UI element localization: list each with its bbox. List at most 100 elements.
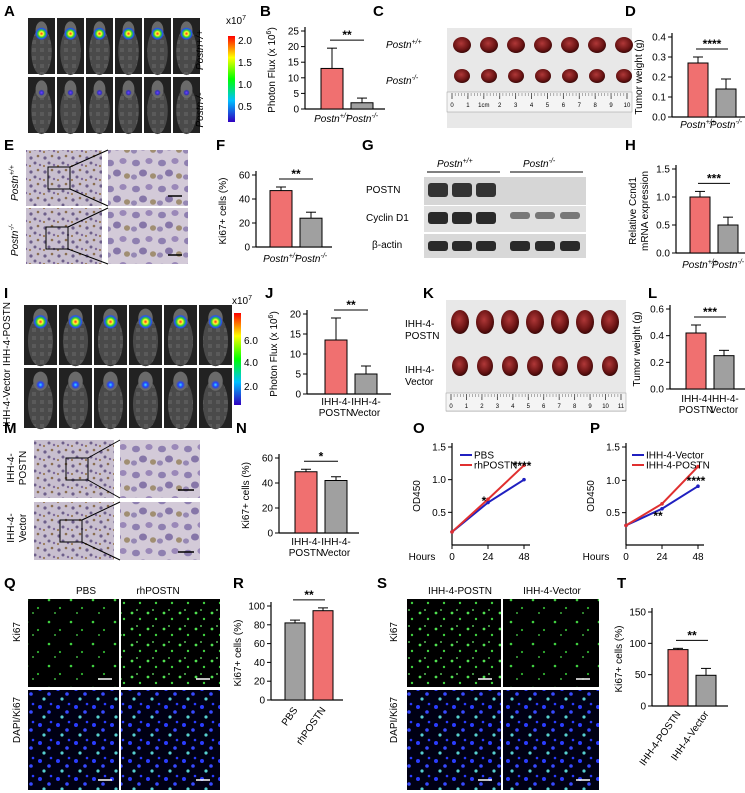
panel-label-o: O — [413, 420, 425, 437]
band-cyclin-d1 — [510, 212, 530, 219]
mouse-body — [31, 87, 52, 135]
zoom-box — [45, 226, 69, 250]
tumor — [534, 37, 552, 53]
data-point — [522, 463, 526, 468]
y-tick-label: 40 — [239, 195, 251, 206]
ihc-m-top-zoom — [120, 440, 200, 498]
bar — [713, 355, 735, 390]
row-label-q: Ki67 — [12, 622, 23, 642]
y-axis-label: Ki67+ cells (%) — [233, 620, 244, 687]
y-axis-label: Relative Ccnd1 — [628, 177, 639, 245]
mice-grid-i — [24, 305, 232, 430]
bar — [269, 190, 293, 248]
y-tick-label: 0.2 — [650, 358, 664, 369]
luminescence-signal — [105, 380, 116, 390]
fluoro-q-pbs-dapi — [28, 690, 130, 790]
band-cyclin-d1 — [428, 212, 448, 224]
mouse-body — [27, 378, 54, 430]
ruler-label: 0 — [450, 103, 454, 109]
panel-label-k: K — [423, 285, 434, 302]
y-tick-label: 5 — [295, 370, 301, 381]
panel-label-d: D — [625, 3, 636, 20]
panel-label-m: M — [4, 420, 17, 437]
row-label-q: DAPI/Ki67 — [12, 696, 23, 743]
data-point — [450, 530, 454, 534]
row-label-e-top: Postn+/+ — [9, 165, 21, 201]
y-tick-label: 0.3 — [652, 53, 666, 64]
panel-label-c: C — [373, 3, 384, 20]
bar-chart-d: 0.0 0.1 0.2 0.3 0.4 **** Tumor weight (g) Postn… — [634, 33, 745, 131]
ruler-label: 4 — [530, 103, 534, 109]
y-tick-label: 1.5 — [432, 443, 446, 454]
band-cyclin-d1 — [476, 212, 496, 224]
y-axis-label: Tumor weight (g) — [634, 39, 645, 114]
band-postn — [452, 183, 472, 197]
band-cyclin-d1 — [560, 212, 580, 219]
colorbar-i — [234, 313, 241, 405]
colorbar-a-tick: 2.0 — [238, 36, 252, 47]
blot-row-label: β-actin — [372, 240, 402, 251]
bar — [299, 217, 323, 248]
mouse-body — [60, 28, 81, 76]
fluoro-s-vector-dapi — [503, 690, 599, 790]
ruler-label: 8 — [594, 103, 598, 109]
row-label-i-top: IHH-4-POSTN — [2, 302, 13, 366]
ruler-label: 4 — [511, 404, 515, 410]
luminescence-signal — [210, 380, 221, 390]
ruler-label: 9 — [588, 404, 592, 410]
panel-label-l: L — [648, 285, 657, 302]
x-category-label: POSTN — [319, 408, 353, 419]
row-label-c-top: Postn+/+ — [386, 39, 422, 51]
tumor — [480, 37, 498, 53]
mouse-body — [147, 28, 168, 76]
y-tick-label: 0.5 — [656, 221, 670, 232]
mouse-body — [147, 87, 168, 135]
y-axis-label: OD450 — [412, 480, 423, 512]
y-tick-label: 10 — [288, 73, 300, 84]
x-tick-label: 48 — [692, 552, 704, 563]
row-label-m-bottom2: Vector — [18, 513, 29, 542]
band-actin — [476, 241, 496, 251]
mouse-body — [97, 378, 124, 430]
x-category-label: Postn+/+ — [263, 253, 299, 265]
mouse-body — [118, 28, 139, 76]
data-point — [696, 464, 700, 469]
significance-stars: ** — [653, 509, 663, 523]
tumor — [501, 310, 519, 334]
luminescence-signal — [140, 380, 151, 390]
luminescence-signal — [103, 314, 118, 330]
colorbar-a-tick: 0.5 — [238, 102, 252, 113]
y-axis-label: mRNA expression — [640, 171, 651, 251]
tumor — [481, 69, 497, 83]
y-axis-label: Ki67+ cells (%) — [241, 462, 252, 529]
y-tick-label: 80 — [254, 620, 266, 631]
y-tick-label: 40 — [254, 658, 266, 669]
colorbar-i-tick: 6.0 — [244, 336, 258, 347]
panel-label-g: G — [362, 137, 374, 154]
panel-label-t: T — [617, 575, 626, 592]
y-tick-label: 0 — [267, 529, 273, 540]
y-tick-label: 20 — [288, 42, 300, 53]
ruler-label: 6 — [542, 404, 546, 410]
x-category-label: POSTN — [679, 405, 713, 416]
y-tick-label: 10 — [290, 350, 302, 361]
y-tick-label: 1.0 — [432, 475, 446, 486]
col-label-s: IHH-4-Vector — [523, 586, 581, 597]
luminescence-signal — [175, 380, 186, 390]
zoom-box — [59, 519, 83, 543]
x-category-label: IHH-4- — [351, 397, 380, 408]
bar — [294, 471, 318, 534]
colorbar-a — [228, 36, 235, 122]
significance-stars: * — [482, 494, 487, 508]
mouse-body — [97, 315, 124, 367]
band-postn — [428, 183, 448, 197]
blot-strip — [424, 234, 586, 258]
mouse-body — [27, 315, 54, 367]
tumor — [601, 310, 619, 334]
bar — [689, 196, 711, 254]
tumor — [507, 37, 525, 53]
y-tick-label: 1.0 — [656, 193, 670, 204]
luminescence-signal — [93, 27, 106, 41]
y-tick-label: 20 — [290, 310, 302, 321]
row-label-k-bottom1: IHH-4- — [405, 365, 434, 376]
